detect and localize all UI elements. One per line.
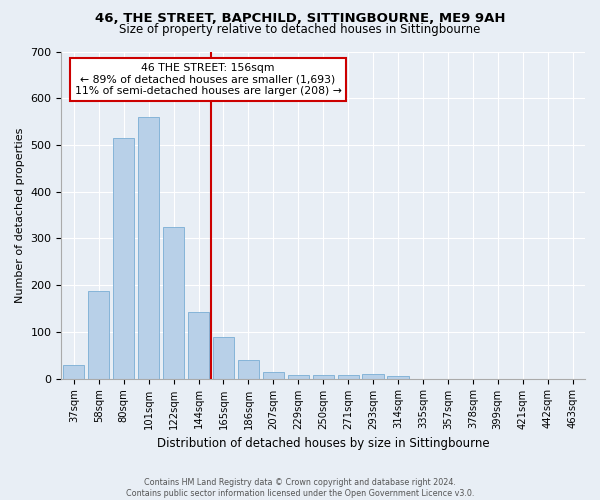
Bar [63, 364, 85, 378]
Bar [388, 376, 409, 378]
Text: 46, THE STREET, BAPCHILD, SITTINGBOURNE, ME9 9AH: 46, THE STREET, BAPCHILD, SITTINGBOURNE,… [95, 12, 505, 26]
Y-axis label: Number of detached properties: Number of detached properties [15, 128, 25, 302]
Bar [88, 290, 109, 378]
Text: 46 THE STREET: 156sqm
← 89% of detached houses are smaller (1,693)
11% of semi-d: 46 THE STREET: 156sqm ← 89% of detached … [74, 63, 341, 96]
Bar [238, 360, 259, 378]
Bar [338, 375, 359, 378]
Text: Size of property relative to detached houses in Sittingbourne: Size of property relative to detached ho… [119, 22, 481, 36]
Text: Contains HM Land Registry data © Crown copyright and database right 2024.
Contai: Contains HM Land Registry data © Crown c… [126, 478, 474, 498]
Bar [287, 375, 309, 378]
Bar [213, 338, 234, 378]
Bar [263, 372, 284, 378]
Bar [163, 226, 184, 378]
Bar [313, 375, 334, 378]
X-axis label: Distribution of detached houses by size in Sittingbourne: Distribution of detached houses by size … [157, 437, 490, 450]
Bar [362, 374, 383, 378]
Bar [188, 312, 209, 378]
Bar [138, 117, 159, 378]
Bar [113, 138, 134, 378]
